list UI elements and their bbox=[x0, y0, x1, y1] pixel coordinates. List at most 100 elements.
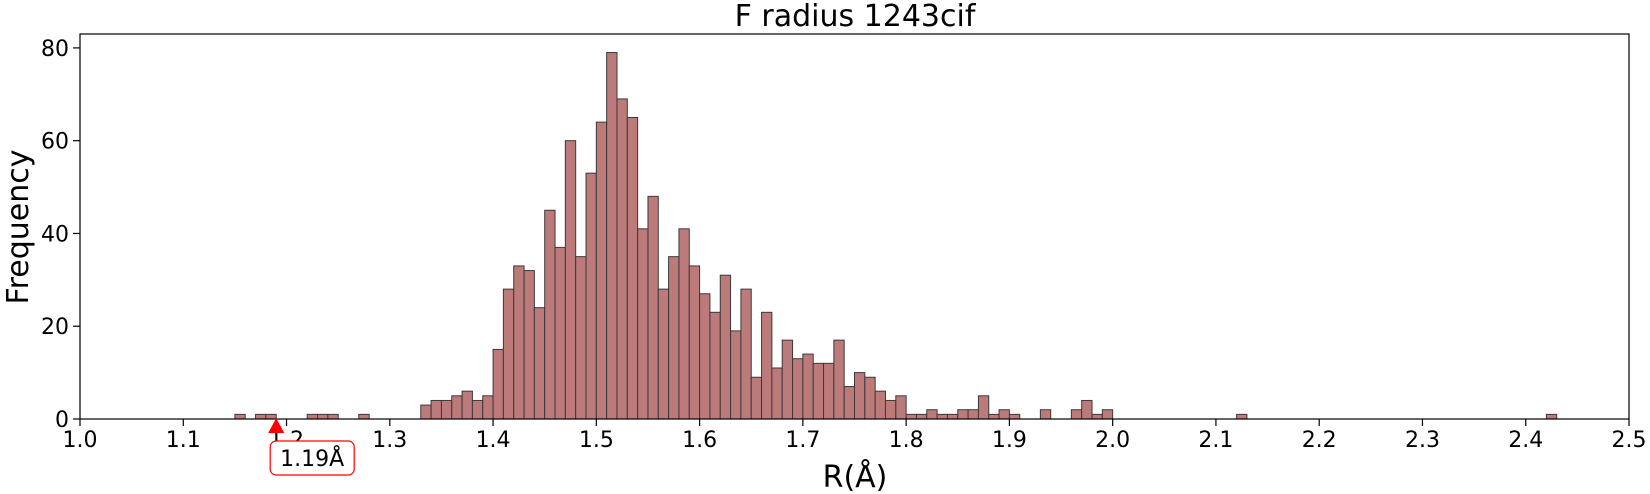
histogram-bar bbox=[265, 413, 277, 420]
y-tick-label: 40 bbox=[41, 222, 69, 247]
x-tick-label: 1.4 bbox=[476, 428, 511, 453]
histogram-bar bbox=[554, 246, 566, 420]
histogram-bar bbox=[451, 395, 463, 420]
x-tick-label: 1.1 bbox=[166, 428, 201, 453]
histogram-bar bbox=[513, 265, 525, 420]
x-tick-label: 1.9 bbox=[992, 428, 1027, 453]
histogram-bar bbox=[533, 307, 546, 420]
x-tick-label: 2.2 bbox=[1302, 428, 1337, 453]
histogram-bar bbox=[1101, 409, 1114, 420]
histogram-bar bbox=[761, 311, 773, 420]
histogram-bar bbox=[317, 413, 329, 420]
histogram-bar bbox=[926, 409, 938, 420]
histogram-bars bbox=[234, 52, 1558, 420]
histogram-bar bbox=[647, 195, 659, 420]
histogram-bar bbox=[306, 413, 319, 420]
histogram-bar bbox=[1008, 413, 1021, 420]
histogram-bar bbox=[616, 98, 628, 420]
histogram-bar bbox=[595, 121, 608, 420]
histogram-bar bbox=[255, 413, 267, 420]
histogram-bar bbox=[864, 376, 876, 420]
histogram-bar bbox=[977, 395, 990, 420]
histogram-bar bbox=[327, 413, 339, 420]
x-tick-label: 2.3 bbox=[1405, 428, 1440, 453]
x-tick-label: 1.3 bbox=[372, 428, 407, 453]
histogram-bar bbox=[606, 52, 618, 420]
x-tick-label: 2.1 bbox=[1198, 428, 1233, 453]
histogram-bar bbox=[854, 372, 866, 420]
histogram-bar bbox=[874, 390, 886, 420]
histogram-bar bbox=[905, 413, 917, 420]
histogram-bar bbox=[843, 386, 855, 420]
histogram-bar bbox=[1039, 409, 1052, 420]
y-axis-label: Frequency bbox=[1, 150, 36, 305]
x-tick-label: 2.0 bbox=[1095, 428, 1130, 453]
annotation-marker bbox=[268, 418, 285, 433]
histogram-bar bbox=[234, 413, 246, 420]
histogram-bar bbox=[719, 274, 732, 420]
histogram-bar bbox=[1070, 409, 1083, 420]
histogram-bar bbox=[688, 265, 701, 420]
histogram-bar bbox=[833, 339, 845, 420]
y-tick-label: 80 bbox=[41, 37, 69, 62]
histogram-bar bbox=[730, 330, 742, 420]
histogram-bar bbox=[575, 256, 587, 420]
x-tick-label: 2.5 bbox=[1612, 428, 1647, 453]
histogram-bar bbox=[1545, 413, 1558, 420]
x-axis-label: R(Å) bbox=[823, 459, 888, 494]
histogram-bar bbox=[988, 413, 1000, 420]
histogram-bar bbox=[792, 358, 804, 420]
chart-title: F radius 1243cif bbox=[735, 0, 977, 34]
histogram-bar bbox=[564, 140, 577, 420]
histogram-bar bbox=[699, 293, 711, 420]
histogram-bar bbox=[895, 395, 907, 420]
histogram-bar bbox=[523, 270, 535, 420]
histogram-bar bbox=[936, 413, 948, 420]
plot-area-frame bbox=[79, 33, 1630, 420]
y-tick-label: 20 bbox=[41, 315, 69, 340]
histogram-bar bbox=[781, 339, 794, 420]
histogram-bar bbox=[440, 399, 453, 420]
histogram-bar bbox=[1236, 413, 1248, 420]
x-tick-label: 1.6 bbox=[682, 428, 717, 453]
histogram-bar bbox=[678, 228, 690, 420]
x-tick-label: 1.7 bbox=[785, 428, 820, 453]
histogram-bar bbox=[750, 376, 763, 420]
histogram-bar bbox=[740, 288, 752, 420]
histogram-bar bbox=[1091, 413, 1103, 420]
histogram-bar bbox=[502, 288, 515, 420]
x-tick-label: 1.8 bbox=[889, 428, 924, 453]
histogram-bar bbox=[430, 399, 442, 420]
histogram-bar bbox=[657, 288, 670, 420]
histogram-bar bbox=[626, 116, 639, 420]
x-tick-label: 1.0 bbox=[63, 428, 98, 453]
histogram-bar bbox=[946, 413, 959, 420]
histogram-bar bbox=[420, 404, 432, 420]
histogram-bar bbox=[915, 413, 928, 420]
histogram-bar bbox=[823, 362, 835, 420]
histogram-bar bbox=[967, 409, 979, 420]
histogram-bar bbox=[957, 409, 969, 420]
histogram-bar bbox=[482, 395, 494, 420]
histogram-bar bbox=[544, 209, 556, 420]
histogram-bar bbox=[998, 409, 1010, 420]
y-tick-label: 0 bbox=[55, 408, 69, 433]
histogram-bar bbox=[812, 362, 825, 420]
histogram-bar bbox=[471, 399, 484, 420]
x-tick-label: 1.5 bbox=[579, 428, 614, 453]
y-tick-label: 60 bbox=[41, 130, 69, 155]
histogram-bar bbox=[668, 256, 680, 420]
annotation-label: 1.19Å bbox=[280, 445, 344, 472]
x-tick-label: 2.4 bbox=[1508, 428, 1543, 453]
histogram-bar bbox=[802, 353, 814, 420]
histogram-bar bbox=[637, 228, 649, 420]
x-axis: 1.01.11.21.31.41.51.61.71.81.92.02.12.22… bbox=[63, 419, 1647, 453]
histogram-bar bbox=[461, 390, 473, 420]
histogram-bar bbox=[585, 172, 597, 420]
annotation: 1.19Å bbox=[268, 418, 355, 476]
y-axis: 0 20 40 60 80 bbox=[41, 37, 80, 433]
histogram-bar bbox=[358, 413, 370, 420]
histogram-bar bbox=[709, 311, 721, 420]
annotation-box bbox=[269, 440, 355, 476]
